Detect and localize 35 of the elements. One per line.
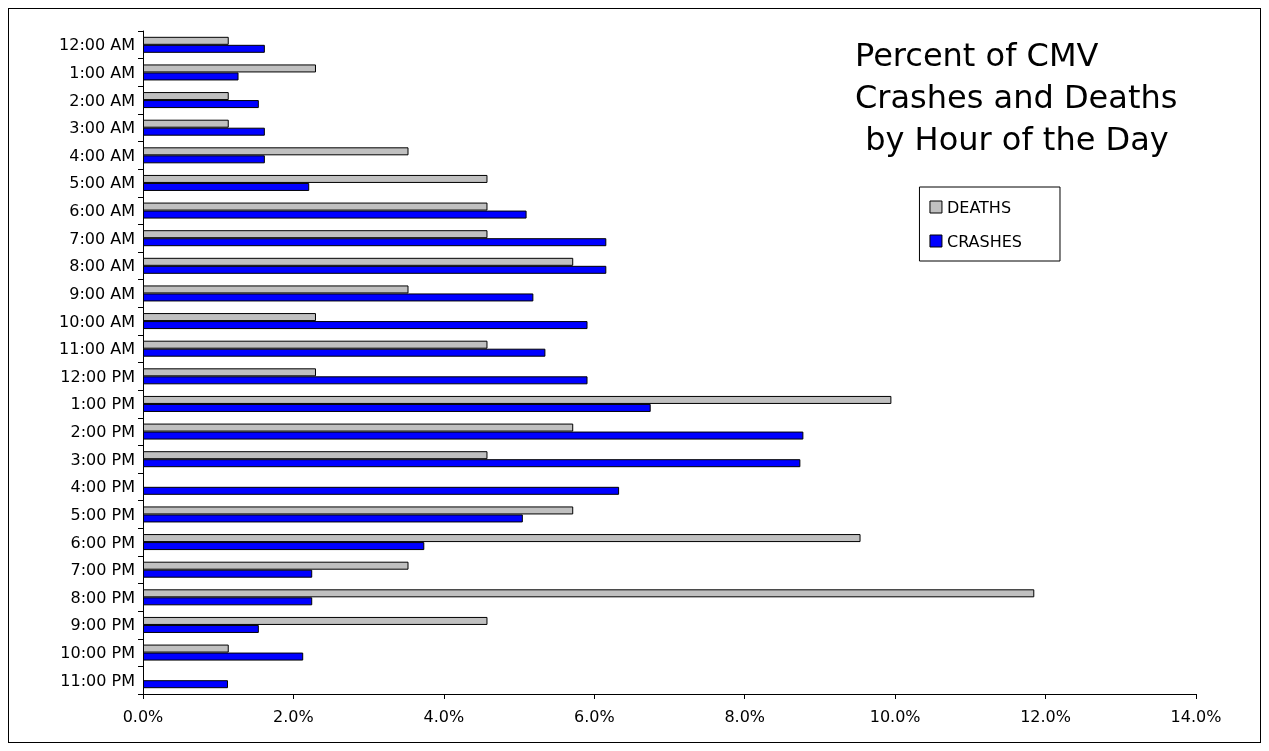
- legend-label: DEATHS: [946, 197, 1012, 217]
- y-tick-label: 6:00 PM: [70, 532, 135, 552]
- x-tick-label: 0.0%: [122, 706, 164, 726]
- y-tick-label: 8:00 PM: [70, 587, 135, 607]
- y-tick-label: 10:00 AM: [59, 311, 135, 331]
- y-tick-label: 3:00 PM: [70, 449, 135, 469]
- y-tick-label: 2:00 AM: [69, 90, 135, 110]
- y-tick-label: 1:00 AM: [69, 62, 135, 82]
- x-tick-label: 2.0%: [273, 706, 314, 726]
- text: Percent of CMV Crashes and Deaths by Hour of the Day: [855, 36, 1178, 158]
- y-tick-label: 5:00 PM: [70, 504, 135, 524]
- legend-label: CRASHES: [946, 231, 1023, 251]
- y-tick-label: 7:00 AM: [69, 228, 135, 248]
- y-tick-label: 8:00 AM: [69, 256, 135, 276]
- x-tick-label: 14.0%: [1170, 706, 1222, 726]
- y-tick-label: 6:00 AM: [69, 201, 135, 221]
- x-tick-label: 4.0%: [423, 706, 465, 726]
- x-tick-label: 10.0%: [869, 706, 921, 726]
- y-tick-label: 4:00 PM: [70, 477, 135, 497]
- x-tick-label: 6.0%: [573, 706, 615, 726]
- y-tick-label: 1:00 PM: [70, 394, 135, 414]
- y-tick-label: 12:00 AM: [59, 35, 135, 55]
- y-tick-label: 4:00 AM: [69, 145, 135, 165]
- y-tick-label: 7:00 PM: [70, 560, 135, 580]
- x-tick-label: 12.0%: [1020, 706, 1071, 726]
- y-tick-label: 11:00 PM: [60, 670, 135, 690]
- y-tick-label: 11:00 AM: [59, 339, 135, 359]
- y-tick-label: 5:00 AM: [69, 173, 135, 193]
- y-tick-label: 10:00 PM: [60, 643, 135, 663]
- y-tick-label: 9:00 AM: [69, 283, 135, 303]
- y-tick-label: 2:00 PM: [70, 422, 135, 442]
- y-tick-label: 9:00 PM: [70, 615, 135, 635]
- y-tick-label: 3:00 AM: [69, 118, 135, 138]
- y-tick-label: 12:00 PM: [60, 366, 135, 386]
- x-tick-label: 8.0%: [724, 706, 766, 726]
